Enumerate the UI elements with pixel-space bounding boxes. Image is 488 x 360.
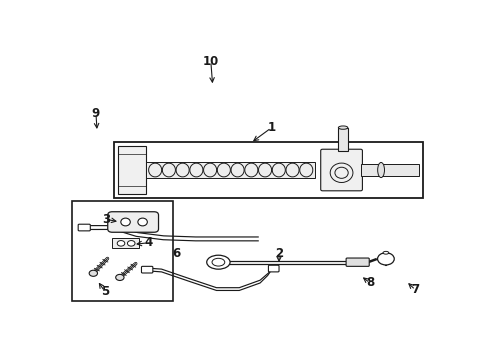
FancyBboxPatch shape xyxy=(346,258,368,266)
Bar xyxy=(360,164,418,176)
Text: 1: 1 xyxy=(267,121,275,134)
Bar xyxy=(114,141,422,198)
Bar xyxy=(118,146,146,194)
Text: 10: 10 xyxy=(203,55,219,68)
Text: 6: 6 xyxy=(172,247,181,260)
Ellipse shape xyxy=(116,274,124,280)
Ellipse shape xyxy=(377,162,384,177)
Circle shape xyxy=(117,240,124,246)
FancyBboxPatch shape xyxy=(107,212,158,232)
FancyBboxPatch shape xyxy=(141,266,153,273)
Circle shape xyxy=(377,253,393,265)
Text: 2: 2 xyxy=(274,247,283,260)
Ellipse shape xyxy=(382,251,388,254)
Circle shape xyxy=(127,240,135,246)
FancyBboxPatch shape xyxy=(78,224,90,231)
Ellipse shape xyxy=(206,255,229,269)
Text: 9: 9 xyxy=(92,107,100,120)
Text: 8: 8 xyxy=(365,276,373,289)
Ellipse shape xyxy=(89,270,97,276)
Ellipse shape xyxy=(121,218,130,226)
Text: 4: 4 xyxy=(144,236,152,249)
Text: 7: 7 xyxy=(410,283,419,296)
Bar xyxy=(72,201,173,301)
Bar xyxy=(146,162,314,177)
Text: 5: 5 xyxy=(101,285,109,298)
Text: 3: 3 xyxy=(102,213,110,226)
Ellipse shape xyxy=(138,218,147,226)
FancyBboxPatch shape xyxy=(268,265,279,272)
Bar xyxy=(112,238,139,248)
Ellipse shape xyxy=(338,126,347,129)
Bar xyxy=(337,129,347,150)
FancyBboxPatch shape xyxy=(320,149,362,191)
